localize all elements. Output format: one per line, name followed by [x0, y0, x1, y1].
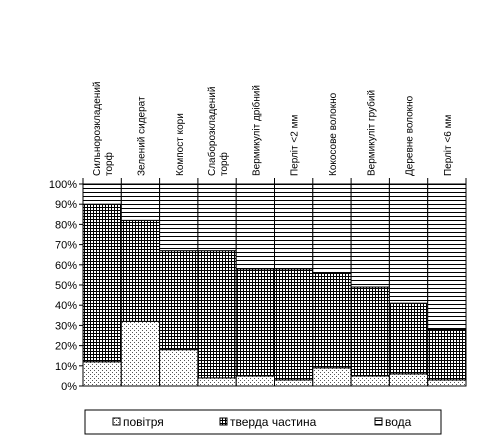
legend: повітря тверда частина вода — [84, 409, 442, 435]
category-label: Компост кори — [175, 113, 186, 176]
legend-item-air: повітря — [112, 415, 164, 429]
bar-segment-water — [235, 183, 275, 270]
bar-segment-water — [427, 183, 467, 330]
bar-segment-air — [274, 379, 314, 387]
bar-segment-air — [235, 375, 275, 387]
category-label: Перліт <6 мм — [443, 115, 454, 176]
bar-segment-solid — [312, 272, 352, 369]
bar-segment-water — [159, 183, 199, 252]
y-tick-label: 50% — [55, 280, 77, 292]
bar-segment-air — [197, 377, 237, 387]
y-tick-label: 60% — [55, 260, 77, 272]
bar-segment-solid — [388, 302, 429, 375]
y-tick-label: 10% — [55, 361, 77, 373]
bar-segment-solid — [197, 250, 237, 379]
legend-swatch-water — [374, 417, 383, 426]
bar-segment-water — [274, 183, 314, 270]
legend-label-air: повітря — [123, 415, 164, 429]
y-tick-label: 20% — [55, 341, 77, 353]
bar-segment-water — [388, 183, 429, 304]
y-tick-label: 0% — [61, 381, 77, 393]
y-tick-label: 80% — [55, 219, 77, 231]
bar-segment-solid — [120, 219, 161, 322]
bar-segment-air — [159, 349, 199, 387]
bar-segment-solid — [350, 286, 390, 377]
bar-segment-water — [82, 183, 122, 205]
category-label: Вермикуліт дрібний — [250, 85, 262, 176]
bar-segment-solid — [159, 250, 199, 351]
category-label: Сильнорозкладений — [92, 81, 103, 176]
y-tick-label: 90% — [55, 199, 77, 211]
bar-segment-solid — [274, 268, 314, 381]
plot-area — [82, 183, 467, 387]
legend-label-solid: тверда частина — [230, 415, 317, 429]
bar-segment-water — [350, 183, 390, 288]
category-label: Деревне волокно — [405, 95, 416, 176]
legend-label-water: вода — [385, 415, 412, 429]
legend-item-solid: тверда частина — [219, 415, 317, 429]
category-label: Слаборозкладений — [206, 87, 218, 176]
bar-segment-solid — [82, 203, 122, 363]
bar-segment-air — [388, 373, 429, 387]
bar-segment-water — [197, 183, 237, 252]
category-labels: Сильнорозкладений торф Зелений сидерат Комп… — [82, 81, 467, 184]
legend-swatch-air — [112, 417, 121, 426]
bar-segment-solid — [235, 268, 275, 377]
bar-segment-air — [82, 361, 122, 387]
legend-swatch-solid — [219, 417, 228, 426]
category-label: Вермикуліт грубий — [365, 90, 377, 176]
y-axis: 0% 10% 20% 30% 40% 50% 60% 70% 80% 90% 100% — [49, 179, 84, 393]
bar-segment-water — [312, 183, 352, 274]
category-label: торф — [103, 152, 115, 176]
bar-segment-solid — [427, 328, 467, 381]
y-tick-label: 40% — [55, 300, 77, 312]
category-label: торф — [218, 152, 230, 176]
category-label: Перліт <2 мм — [290, 115, 301, 176]
bar-segment-air — [427, 379, 467, 387]
category-label: Кокосове волокно — [328, 92, 339, 176]
bar-segment-air — [120, 320, 161, 387]
category-label: Зелений сидерат — [136, 96, 147, 176]
bar-segment-air — [312, 367, 352, 387]
y-tick-label: 30% — [55, 320, 77, 332]
bar-segment-air — [350, 375, 390, 387]
legend-item-water: вода — [374, 415, 412, 429]
y-tick-label: 100% — [49, 179, 77, 191]
bar-segment-water — [120, 183, 161, 221]
y-tick-label: 70% — [55, 240, 77, 252]
